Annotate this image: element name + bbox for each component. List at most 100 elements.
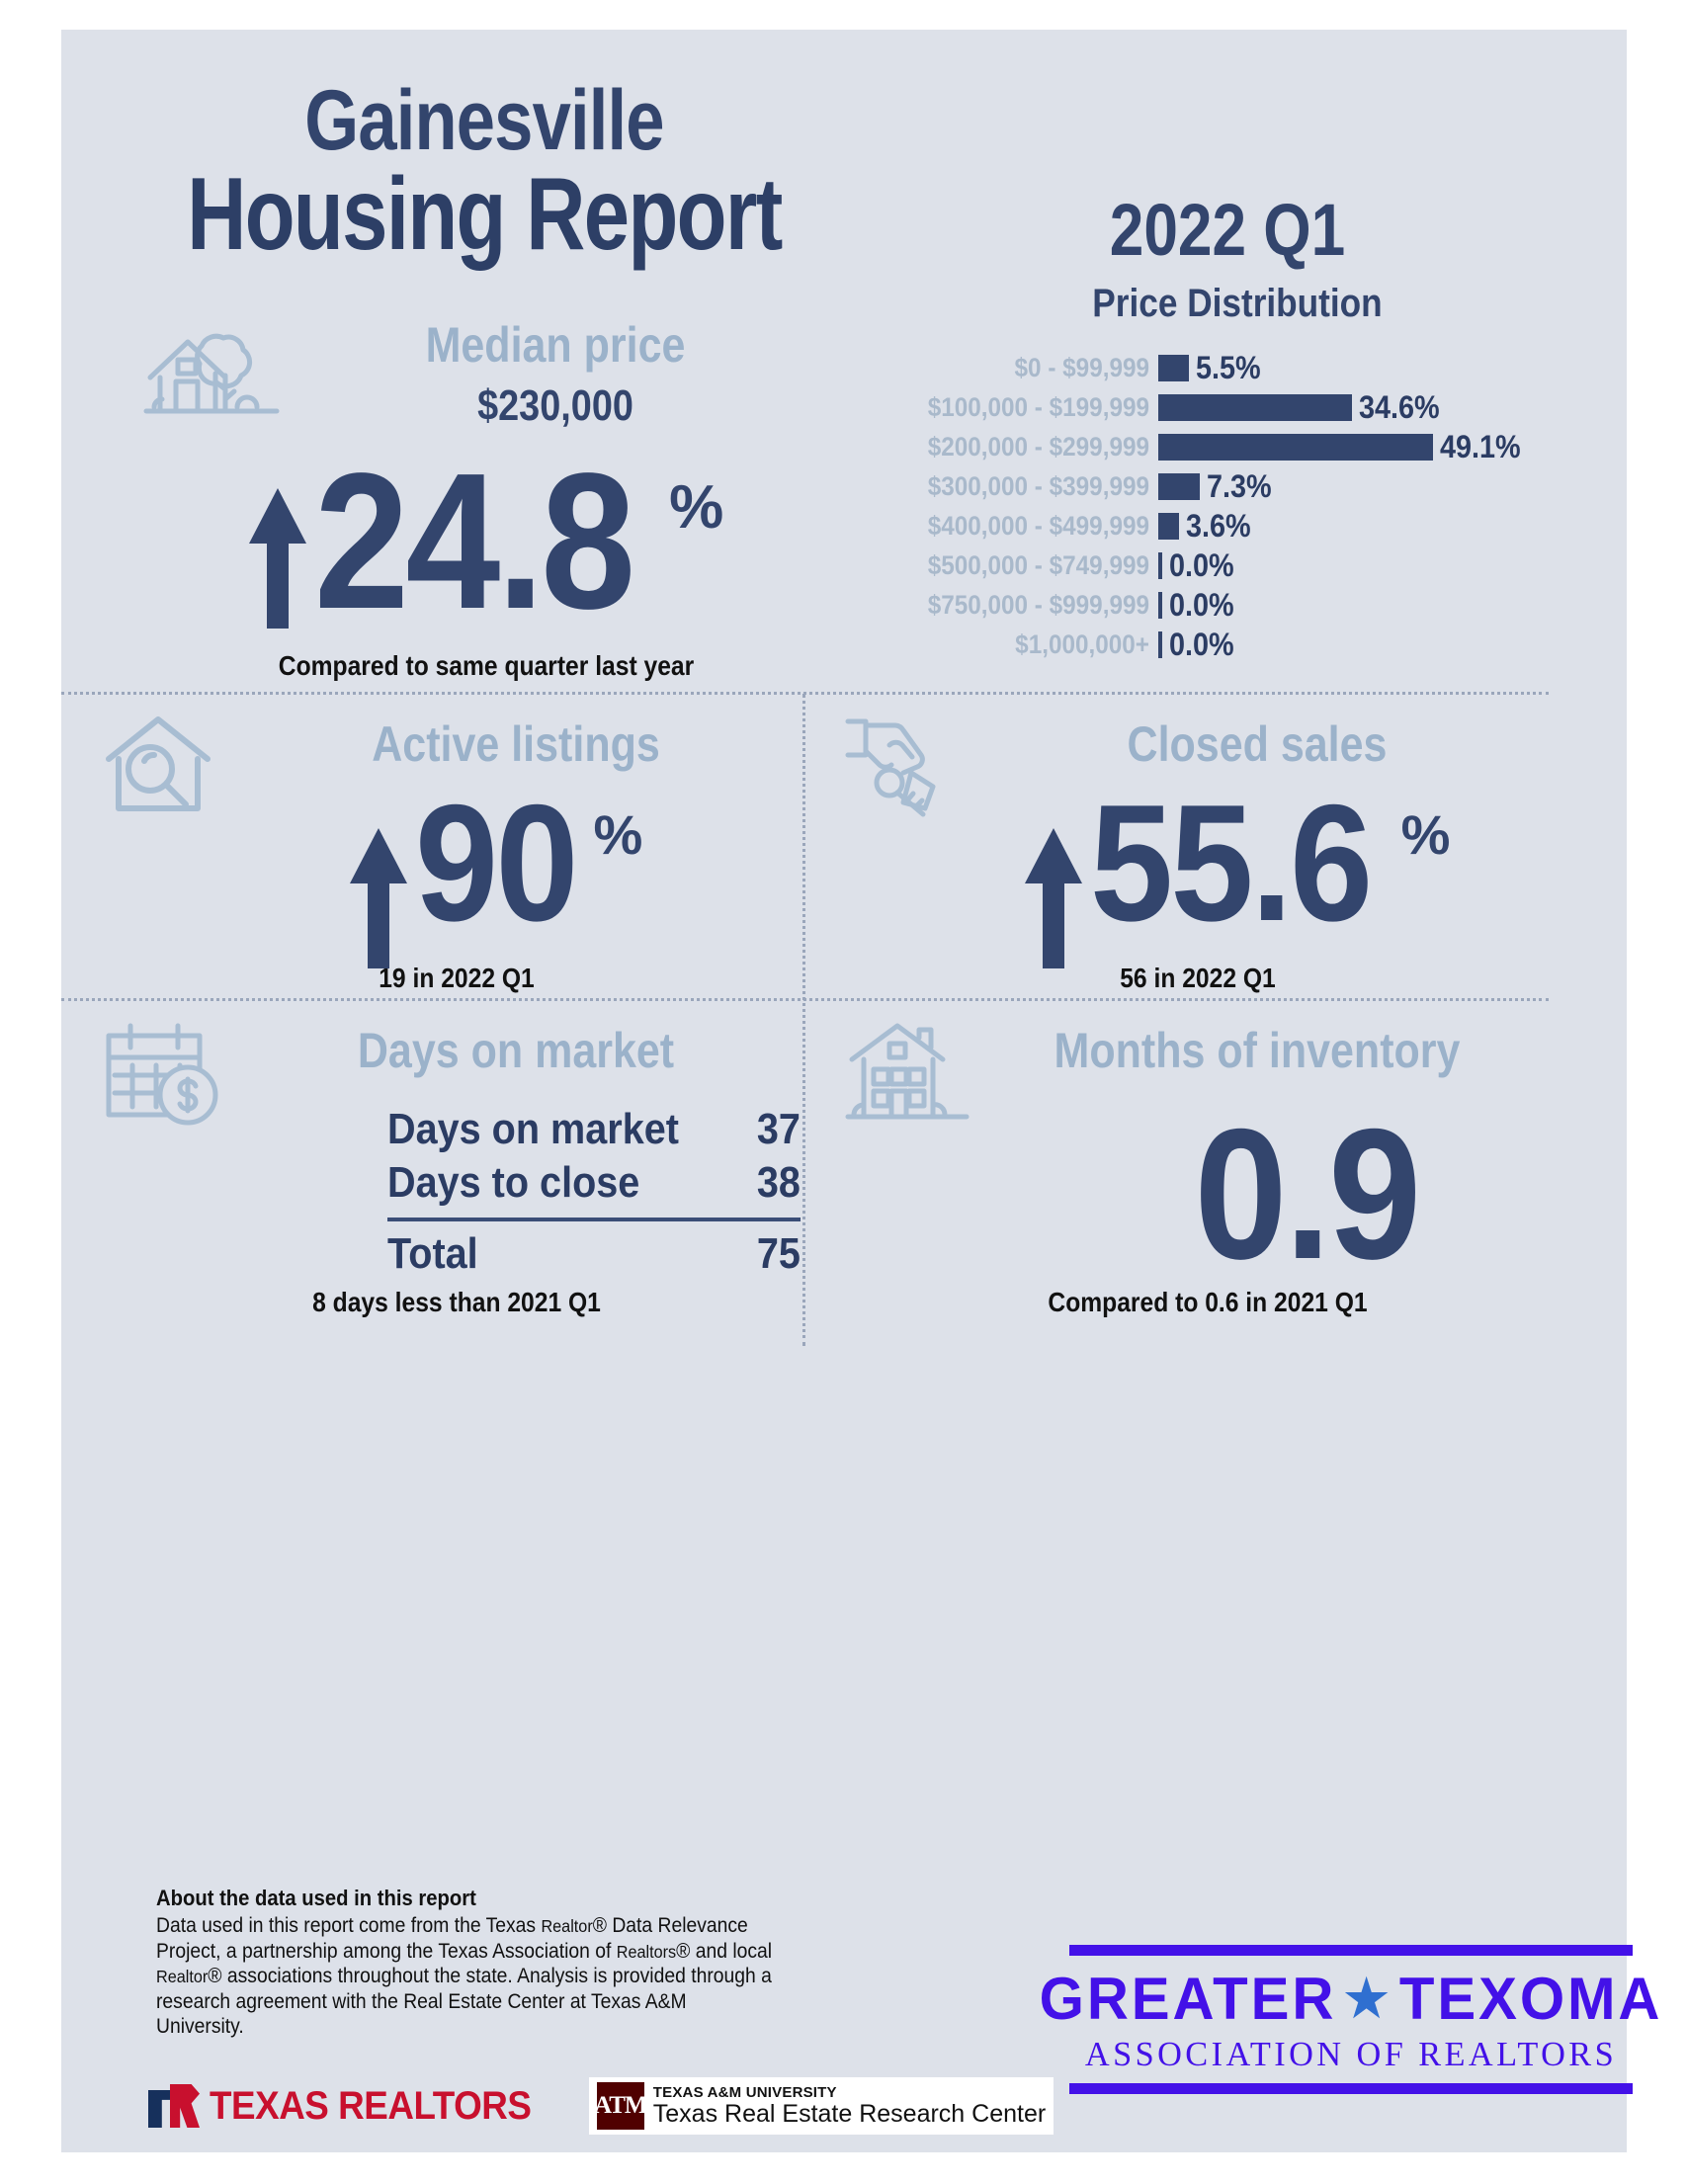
chart-value-label: 0.0% bbox=[1169, 546, 1234, 583]
chart-bar bbox=[1158, 591, 1162, 619]
active-listings-caption: 19 in 2022 Q1 bbox=[379, 963, 535, 993]
chart-row: $0 - $99,999 5.5% bbox=[852, 348, 1623, 387]
texas-am-mark-icon: ATM bbox=[594, 2082, 648, 2130]
city-name: Gainesville bbox=[304, 73, 664, 168]
median-price-label: Median price bbox=[425, 317, 686, 373]
active-listings-change: 90 % bbox=[200, 770, 793, 976]
months-of-inventory-panel: Months of inventory 0.9 Compared to 0.6 … bbox=[832, 1018, 1583, 1317]
active-listings-label: Active listings bbox=[372, 716, 660, 772]
report-card: Gainesville Housing Report 2022 Q1 bbox=[61, 30, 1659, 2152]
days-on-market-panel: Days on market Days on market 37 Days to… bbox=[91, 1018, 822, 1317]
gt-greater: GREATER bbox=[1039, 1966, 1337, 2032]
active-listings-change-value: 90 bbox=[414, 770, 578, 956]
divider-vertical bbox=[802, 694, 805, 1346]
percent-sign: % bbox=[669, 473, 724, 542]
row-value: 37 bbox=[756, 1105, 801, 1153]
about-text-2: ® Data Relevance Project, a partnership … bbox=[156, 1914, 748, 1963]
about-section: About the data used in this report Data … bbox=[156, 1886, 828, 2040]
chart-row: $100,000 - $199,999 34.6% bbox=[852, 387, 1623, 427]
chart-category-label: $200,000 - $299,999 bbox=[927, 431, 1149, 462]
chart-value-label: 5.5% bbox=[1196, 349, 1261, 385]
chart-value-label: 34.6% bbox=[1359, 388, 1440, 425]
chart-category-label: $0 - $99,999 bbox=[1014, 352, 1149, 382]
hand-holding-keys-icon bbox=[842, 712, 961, 830]
chart-category-label: $400,000 - $499,999 bbox=[927, 510, 1149, 541]
chart-value-label: 7.3% bbox=[1207, 467, 1272, 504]
table-row: Days to close 38 bbox=[387, 1156, 801, 1210]
arrow-up-icon bbox=[1024, 828, 1082, 976]
median-price-caption: Compared to same quarter last year bbox=[278, 650, 695, 681]
chart-row: $200,000 - $299,999 49.1% bbox=[852, 427, 1623, 466]
page-title: Housing Report bbox=[187, 157, 783, 273]
tamu-line2: Texas Real Estate Research Center bbox=[652, 2100, 1047, 2128]
about-smallcaps-1: Realtor bbox=[541, 1916, 593, 1936]
row-label: Days on market bbox=[387, 1105, 679, 1153]
divider-horizontal-top bbox=[61, 692, 1549, 695]
price-distribution-chart: Price Distribution $0 - $99,999 5.5% $10… bbox=[852, 282, 1623, 664]
table-rule bbox=[387, 1218, 801, 1221]
star-icon: ★ bbox=[1344, 1970, 1392, 2028]
table-row: Days on market 37 bbox=[387, 1103, 801, 1156]
logo-rule-top bbox=[1069, 1945, 1633, 1956]
days-on-market-table: Days on market 37 Days to close 38 Total… bbox=[387, 1103, 801, 1281]
chart-bar bbox=[1158, 393, 1352, 421]
texas-realtors-wordmark: TEXAS REALTORS bbox=[210, 2083, 532, 2128]
closed-sales-panel: Closed sales 55.6 % 56 in 2022 Q1 bbox=[832, 712, 1563, 998]
tamu-line1: TEXAS A&M UNIVERSITY bbox=[652, 2084, 837, 2101]
table-total-row: Total 75 bbox=[387, 1227, 801, 1281]
report-header: Gainesville Housing Report 2022 Q1 bbox=[61, 30, 1627, 405]
about-title: About the data used in this report bbox=[156, 1886, 476, 1910]
quarter-label: 2022 Q1 bbox=[1109, 189, 1346, 271]
footer-logos: TEXAS REALTORS ATM TEXAS A&M UNIVERSITY … bbox=[148, 2077, 1054, 2135]
median-price-change-value: 24.8 bbox=[313, 433, 635, 649]
median-price-change: 24.8 % bbox=[121, 433, 852, 649]
about-smallcaps-3: Realtor bbox=[156, 1967, 209, 1987]
chart-category-label: $300,000 - $399,999 bbox=[927, 470, 1149, 501]
total-value: 75 bbox=[756, 1229, 801, 1278]
texas-am-logo: ATM TEXAS A&M UNIVERSITY Texas Real Esta… bbox=[588, 2077, 1054, 2135]
arrow-up-icon bbox=[349, 828, 407, 976]
chart-value-label: 49.1% bbox=[1440, 428, 1521, 464]
about-body: Data used in this report come from the T… bbox=[156, 1913, 775, 2040]
texas-realtors-logo: TEXAS REALTORS bbox=[148, 2084, 559, 2129]
gt-subtitle: ASSOCIATION OF REALTORS bbox=[1084, 2035, 1618, 2073]
about-text-1: Data used in this report come from the T… bbox=[156, 1914, 542, 1937]
months-of-inventory-caption: Compared to 0.6 in 2021 Q1 bbox=[1048, 1287, 1368, 1317]
chart-category-label: $100,000 - $199,999 bbox=[927, 391, 1149, 422]
calendar-with-dollar-icon bbox=[101, 1018, 229, 1136]
chart-category-label: $500,000 - $749,999 bbox=[927, 549, 1149, 580]
chart-row: $400,000 - $499,999 3.6% bbox=[852, 506, 1623, 546]
chart-bar bbox=[1158, 551, 1162, 579]
chart-bar bbox=[1158, 630, 1162, 658]
chart-value-label: 0.0% bbox=[1169, 586, 1234, 623]
closed-sales-label: Closed sales bbox=[1127, 716, 1388, 772]
arrow-up-icon bbox=[248, 488, 306, 636]
chart-bar bbox=[1158, 354, 1189, 381]
chart-row: $500,000 - $749,999 0.0% bbox=[852, 546, 1623, 585]
chart-value-label: 3.6% bbox=[1186, 507, 1251, 544]
chart-bar bbox=[1158, 512, 1179, 540]
greater-texoma-logo: GREATER ★ TEXOMA ASSOCIATION OF REALTORS bbox=[1040, 1945, 1659, 2094]
house-with-tree-icon bbox=[142, 316, 281, 430]
chart-bar bbox=[1158, 472, 1200, 500]
row-value: 38 bbox=[756, 1158, 801, 1207]
median-price-value: $230,000 bbox=[477, 381, 633, 430]
median-price-panel: Median price $230,000 24.8 % Compared to… bbox=[121, 306, 852, 692]
house-with-magnifier-icon bbox=[101, 712, 219, 825]
chart-title: Price Distribution bbox=[1092, 282, 1383, 325]
chart-value-label: 0.0% bbox=[1169, 626, 1234, 662]
percent-sign: % bbox=[1400, 803, 1451, 866]
about-text-4: ® associations throughout the state. Ana… bbox=[156, 1965, 772, 2039]
percent-sign: % bbox=[593, 803, 643, 866]
logo-rule-bottom bbox=[1069, 2083, 1633, 2094]
texas-realtors-mark-icon bbox=[148, 2084, 200, 2128]
chart-category-label: $1,000,000+ bbox=[1015, 629, 1149, 659]
chart-bar bbox=[1158, 433, 1433, 461]
chart-row: $1,000,000+ 0.0% bbox=[852, 625, 1623, 664]
days-on-market-caption: 8 days less than 2021 Q1 bbox=[312, 1287, 601, 1317]
months-of-inventory-value: 0.9 bbox=[1194, 1090, 1421, 1298]
about-smallcaps-2: Realtors bbox=[616, 1941, 677, 1962]
months-of-inventory-label: Months of inventory bbox=[1054, 1023, 1461, 1078]
gt-texoma: TEXOMA bbox=[1398, 1966, 1663, 2032]
closed-sales-change: 55.6 % bbox=[941, 780, 1534, 976]
